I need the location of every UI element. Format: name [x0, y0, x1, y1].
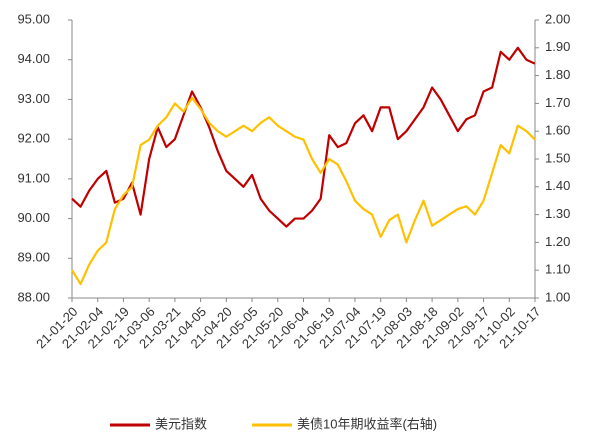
y-tick-label: 91.00 — [17, 170, 50, 185]
legend-label: 美元指数 — [155, 416, 207, 431]
y-tick-label: 94.00 — [17, 51, 50, 66]
y2-tick-label: 1.70 — [545, 95, 570, 110]
y2-tick-label: 1.80 — [545, 67, 570, 82]
y-tick-label: 90.00 — [17, 210, 50, 225]
legend-label: 美债10年期收益率(右轴) — [297, 416, 437, 431]
y2-tick-label: 1.50 — [545, 150, 570, 165]
series-line — [71, 96, 536, 286]
y2-tick-label: 1.90 — [545, 39, 570, 54]
y2-tick-label: 1.20 — [545, 234, 570, 249]
y-tick-label: 92.00 — [17, 131, 50, 146]
y-tick-label: 89.00 — [17, 250, 50, 265]
y2-tick-label: 1.30 — [545, 206, 570, 221]
y-tick-label: 95.00 — [17, 11, 50, 26]
y2-tick-label: 1.40 — [545, 178, 570, 193]
y-tick-label: 93.00 — [17, 91, 50, 106]
y2-tick-label: 2.00 — [545, 11, 570, 26]
y2-tick-label: 1.10 — [545, 262, 570, 277]
y2-tick-label: 1.00 — [545, 289, 570, 304]
series-line — [71, 46, 536, 228]
y-tick-label: 88.00 — [17, 289, 50, 304]
y2-tick-label: 1.60 — [545, 123, 570, 138]
